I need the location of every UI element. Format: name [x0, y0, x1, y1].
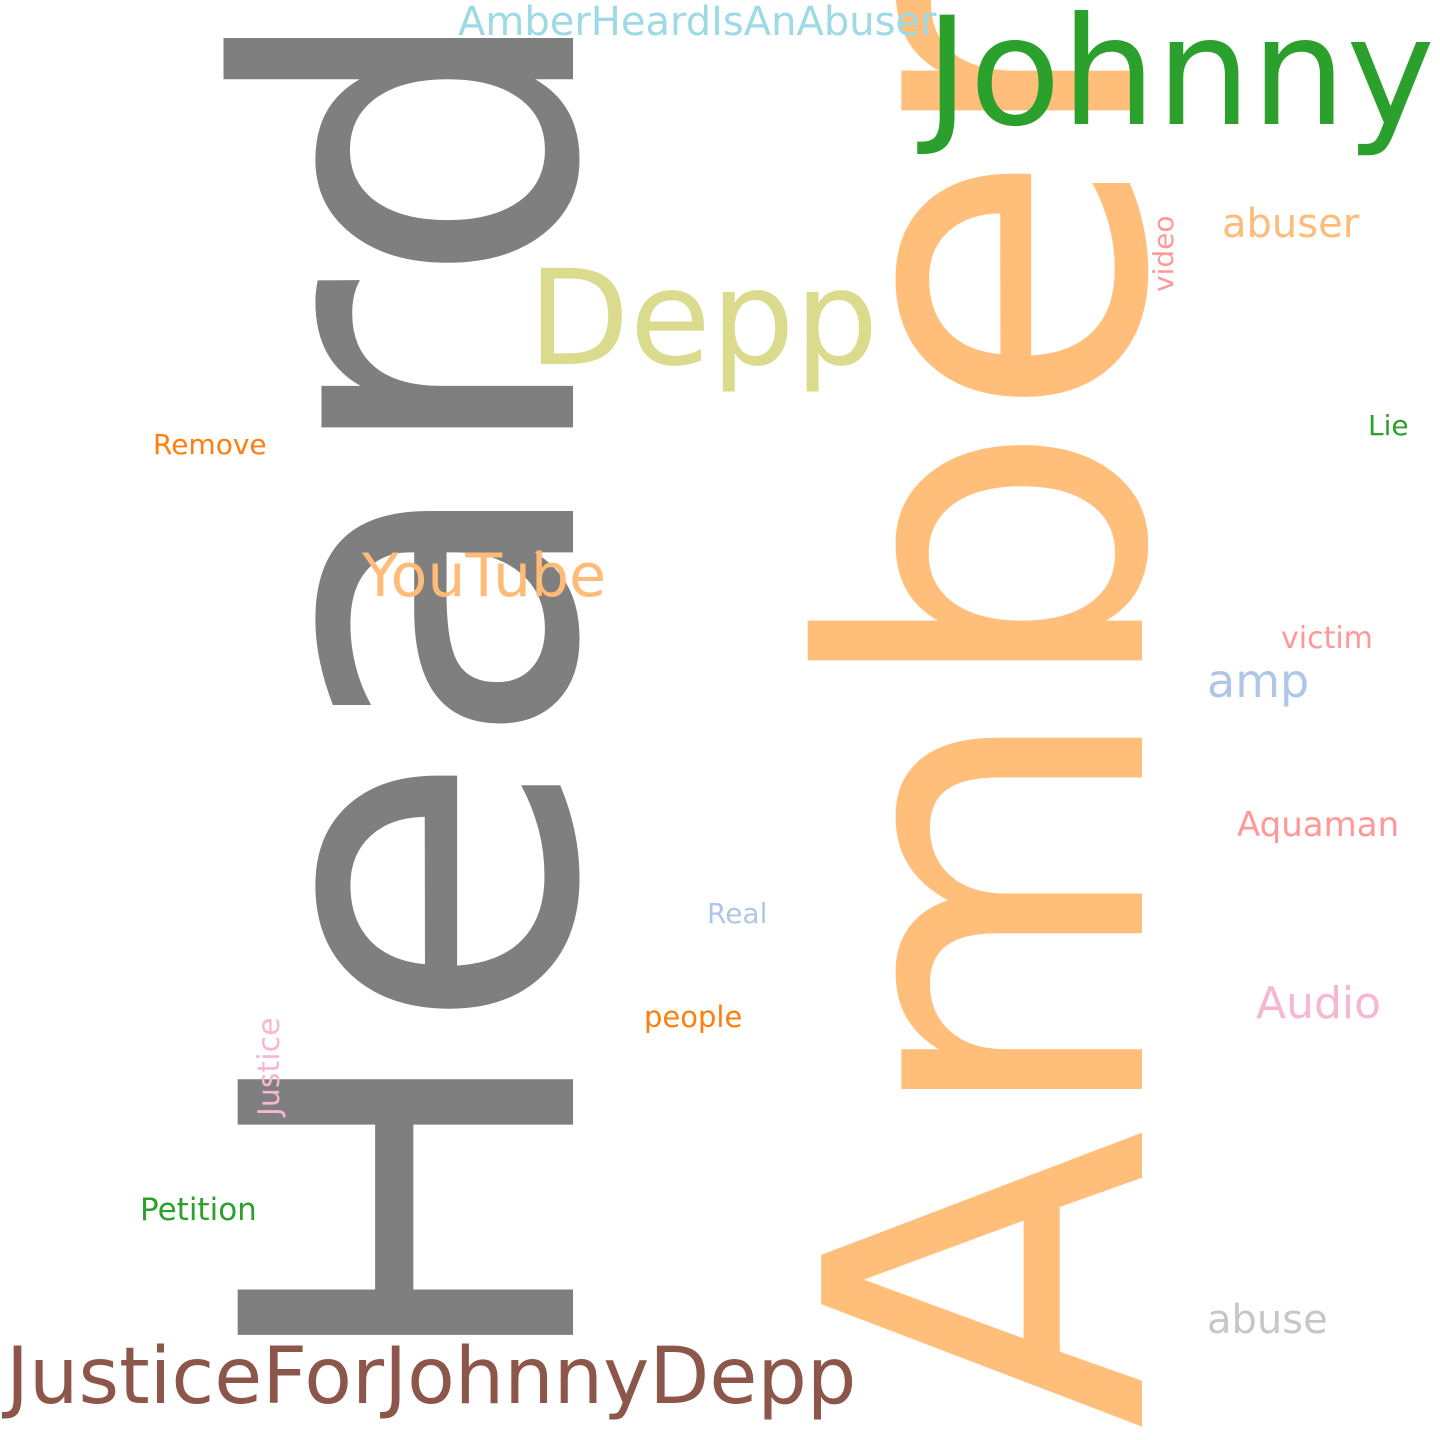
word-justice: Justice: [252, 1017, 287, 1116]
word-depp: Depp: [528, 242, 879, 396]
word-real: Real: [707, 897, 768, 930]
word-youtube: YouTube: [362, 541, 606, 611]
word-abuser: abuser: [1222, 201, 1360, 247]
word-johnny: Johnny: [925, 0, 1435, 160]
word-heard: Heard: [147, 0, 682, 1380]
word-amber: Amber: [734, 0, 1246, 1430]
word-petition: Petition: [140, 1192, 257, 1228]
word-aquaman: Aquaman: [1237, 805, 1400, 845]
word-people: people: [644, 1000, 743, 1034]
word-victim: victim: [1281, 621, 1373, 656]
word-lie: Lie: [1368, 409, 1409, 442]
word-remove: Remove: [153, 428, 267, 461]
word-audio: Audio: [1256, 978, 1382, 1029]
word-justiceforjohnnydepp: JusticeForJohnnyDepp: [6, 1332, 857, 1422]
word-amp: amp: [1207, 654, 1310, 708]
word-abuse: abuse: [1207, 1297, 1328, 1343]
word-video: video: [1147, 215, 1180, 292]
word-amberheardisanabuser: AmberHeardIsAnAbuser: [458, 0, 937, 45]
